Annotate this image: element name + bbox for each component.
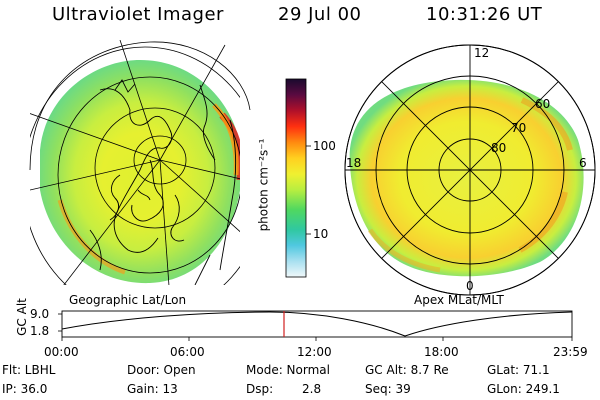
- time-tick-0600: 06:00: [170, 345, 205, 359]
- mlat-label-60: 60: [535, 97, 551, 111]
- gain-status: Gain: 13: [127, 382, 178, 396]
- observation-time: 10:31:26 UT: [426, 4, 543, 25]
- gc-alt-tick-1.8: 1.8: [30, 324, 50, 338]
- door-status: Door: Open: [127, 363, 196, 377]
- time-tick-0000: 00:00: [44, 345, 79, 359]
- aurora-image-right: [349, 79, 584, 277]
- gc-alt-curve: [61, 311, 573, 337]
- coastlines: [89, 79, 237, 285]
- dsp-value: 2.8: [302, 382, 322, 396]
- aurora-image-left: [40, 60, 240, 284]
- right-panel-caption: Apex MLat/MLT: [414, 293, 504, 307]
- time-tick-1200: 12:00: [297, 345, 332, 359]
- apex-polar-panel: [344, 44, 596, 296]
- mlt-spokes: [345, 45, 595, 295]
- dsp-label: Dsp:: [246, 382, 274, 396]
- glon-status: GLon: 249.1: [487, 382, 560, 396]
- gc-alt-tick-9: 9.0: [30, 307, 50, 321]
- left-panel-caption: Geographic Lat/Lon: [69, 293, 187, 307]
- colorbar-unit-label: photon cm⁻²s⁻¹: [256, 138, 271, 232]
- mlt-label-18: 18: [346, 156, 362, 170]
- latitude-circles: [30, 46, 240, 285]
- mlt-label-12: 12: [474, 46, 490, 60]
- mlt-label-0: 0: [466, 279, 474, 293]
- colorbar: [285, 78, 307, 278]
- glat-status: GLat: 71.1: [487, 363, 550, 377]
- time-tick-2359: 23:59: [553, 345, 588, 359]
- ip-status: IP: 36.0: [2, 382, 48, 396]
- gc-alt-axis-label: GC Alt: [15, 298, 29, 336]
- geographic-panel: [30, 40, 240, 285]
- filter-status: Flt: LBHL: [2, 363, 56, 377]
- sequence-status: Seq: 39: [365, 382, 411, 396]
- mode-status: Mode: Normal: [246, 363, 330, 377]
- imager-title: Ultraviolet Imager: [52, 4, 224, 25]
- mlat-label-70: 70: [511, 121, 527, 135]
- longitude-lines: [30, 40, 240, 285]
- time-tick-1800: 18:00: [424, 345, 459, 359]
- observation-date: 29 Jul 00: [278, 4, 362, 25]
- colorbar-tick-100: 100: [313, 139, 336, 153]
- orbit-timeline: [58, 310, 573, 341]
- colorbar-tick-10: 10: [313, 227, 329, 241]
- gc-alt-status: GC Alt: 8.7 Re: [365, 363, 449, 377]
- mlt-label-6: 6: [579, 156, 587, 170]
- mlat-label-80: 80: [491, 141, 507, 155]
